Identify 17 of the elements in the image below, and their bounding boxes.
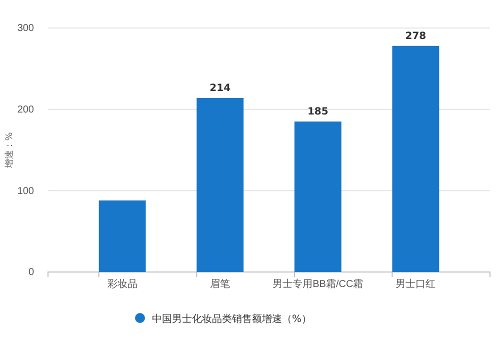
bar bbox=[294, 122, 342, 272]
y-tick-label: 200 bbox=[17, 104, 34, 116]
y-tick-label: 0 bbox=[28, 267, 34, 278]
y-tick-label: 100 bbox=[17, 186, 34, 197]
y-axis-title: 增速：% bbox=[4, 132, 15, 169]
bar bbox=[392, 46, 440, 272]
y-tick-label: 300 bbox=[17, 23, 34, 34]
text: 214 bbox=[210, 82, 231, 94]
legend-label: 中国男士化妆品类销售额增速（%） bbox=[152, 313, 312, 325]
text: 278 bbox=[405, 30, 426, 42]
x-tick-label: 男士口红 bbox=[396, 278, 436, 290]
x-tick-label: 男士专用BB霜/CC霜 bbox=[272, 278, 364, 290]
text: 185 bbox=[307, 106, 328, 118]
x-tick-label: 眉笔 bbox=[210, 278, 230, 290]
x-tick-label: 彩妆品 bbox=[107, 278, 138, 290]
bar bbox=[196, 98, 244, 272]
bar bbox=[98, 200, 146, 272]
